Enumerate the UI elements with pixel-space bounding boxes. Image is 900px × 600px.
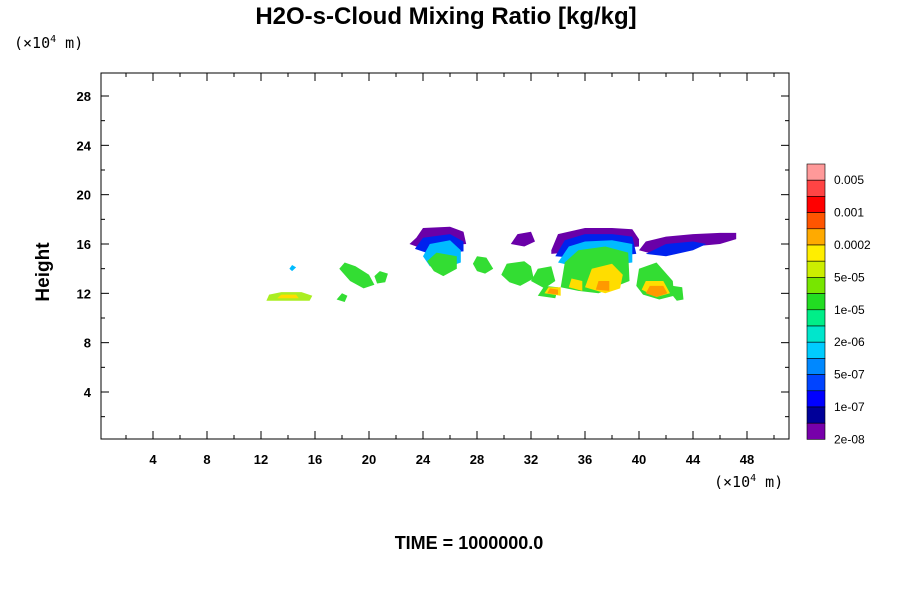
y-tick-label: 12 [77,286,91,301]
contour-region-yellow-1 [585,263,623,294]
y-tick-label: 28 [77,89,91,104]
colorbar-label: 0.005 [834,173,864,187]
x-tick-label: 20 [362,452,376,467]
x-unit-label: (×104 m) [714,473,783,491]
colorbar-swatch [806,341,826,359]
x-tick-label: 44 [686,452,701,467]
colorbar-swatch [806,244,826,262]
y-tick-label: 24 [77,138,92,153]
colorbar: 0.005 0.001 0.0002 5e-05 1e-05 2e-06 5e-07 1e-0… [806,163,871,446]
contour-region-green-8 [672,285,684,301]
contour-region-cloud-20-left [339,262,375,289]
colorbar-swatch [806,212,826,230]
contour-region-orange-1 [645,285,668,297]
y-axis-label: Height [33,242,54,302]
y-tick-label: 4 [84,385,92,400]
colorbar-label: 1e-05 [834,303,865,317]
colorbar-label: 5e-05 [834,270,865,284]
colorbar-swatch [806,196,826,213]
contour-region-green-1 [427,252,457,277]
contour-region-yellow-5 [277,294,299,299]
contour-region-green-3 [501,261,534,286]
y-unit-label: (×104 m) [14,34,83,52]
y-tick-label: 16 [77,237,91,252]
colorbar-label: 0.0002 [834,238,871,252]
colorbar-swatch [806,293,826,311]
colorbar-swatch [806,406,826,424]
x-tick-label: 8 [203,452,210,467]
time-label: TIME = 1000000.0 [395,533,544,553]
contour-region-orange-2 [547,288,558,295]
contour-region-green-small [336,293,348,302]
x-tick-label: 24 [416,452,431,467]
contour-region-orange-3 [595,281,610,291]
colorbar-label: 2e-06 [834,335,865,349]
colorbar-label: 1e-07 [834,400,865,414]
colorbar-swatch [806,374,826,392]
colorbar-swatch [806,422,826,440]
colorbar-swatch [806,179,826,197]
colorbar-swatch [806,325,826,343]
contour-region-cloud-14 [289,265,297,272]
x-tick-label: 40 [632,452,646,467]
x-tick-label: 48 [740,452,754,467]
y-axis: 4 8 12 16 20 24 28 [77,89,789,418]
x-tick-label: 16 [308,452,322,467]
x-tick-label: 28 [470,452,484,467]
chart-title: H2O-s-Cloud Mixing Ratio [kg/kg] [255,3,636,30]
x-tick-label: 4 [149,452,157,467]
colorbar-swatch [806,309,826,327]
contour-region-green-4 [531,266,556,289]
colorbar-swatch [806,163,826,181]
colorbar-swatch [806,358,826,375]
x-tick-label: 36 [578,452,592,467]
colorbar-swatch [806,228,826,246]
colorbar-label: 5e-07 [834,368,865,382]
y-tick-label: 20 [77,188,91,203]
y-tick-label: 8 [84,336,91,351]
x-axis: 4 8 12 16 20 24 28 32 36 40 44 48 [125,73,775,467]
contour-region-green-5 [472,256,494,274]
contour-region-blue-anvil [645,241,707,257]
colorbar-swatch [806,390,826,408]
contour-region-cloud-21 [374,271,388,284]
x-tick-label: 12 [254,452,268,467]
x-tick-label: 32 [524,452,538,467]
plot-frame [100,72,790,440]
colorbar-swatch [806,277,826,294]
contour-region-yellow-4 [568,278,583,291]
colorbar-label: 2e-08 [834,432,865,446]
colorbar-label: 0.001 [834,206,864,220]
contour-fill-layer [266,226,737,302]
contour-region-ice-small-1 [510,231,535,247]
colorbar-swatch [806,260,826,278]
